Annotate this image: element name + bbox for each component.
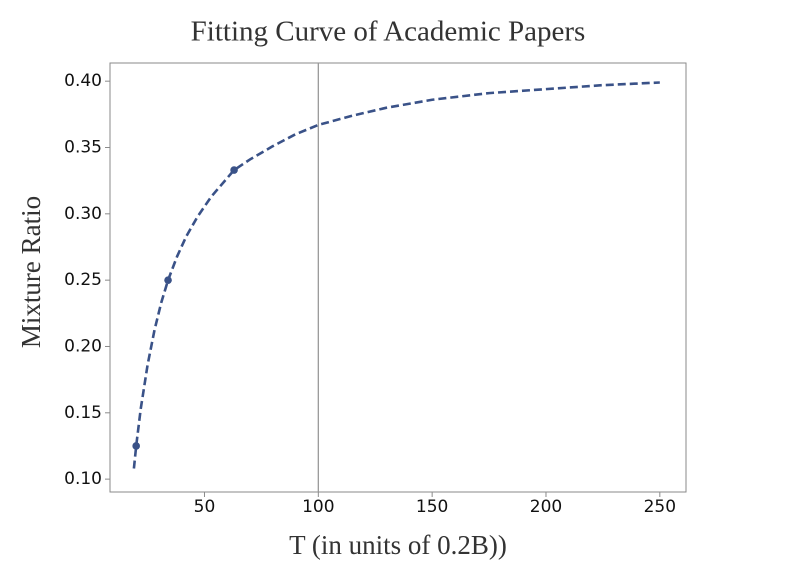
x-tick-label: 200 <box>530 497 562 517</box>
chart-title: Fitting Curve of Academic Papers <box>191 16 586 48</box>
y-tick-label: 0.15 <box>64 403 102 423</box>
y-tick-label: 0.20 <box>64 336 102 356</box>
y-tick-label: 0.40 <box>64 71 102 91</box>
x-tick-label: 50 <box>194 497 216 517</box>
x-tick-label: 250 <box>644 497 676 517</box>
y-tick-label: 0.25 <box>64 270 102 290</box>
x-tick-label: 150 <box>416 497 448 517</box>
data-point <box>132 442 140 450</box>
x-tick-label: 100 <box>302 497 334 517</box>
data-point <box>164 276 172 284</box>
x-axis-title: T (in units of 0.2B)) <box>289 530 507 560</box>
y-tick-label: 0.35 <box>64 138 102 158</box>
plot-frame <box>109 62 687 493</box>
y-axis-title: Mixture Ratio <box>16 196 46 348</box>
y-tick-label: 0.10 <box>64 469 102 489</box>
y-tick-label: 0.30 <box>64 204 102 224</box>
fitted-curve <box>132 81 660 469</box>
data-point <box>230 166 238 174</box>
